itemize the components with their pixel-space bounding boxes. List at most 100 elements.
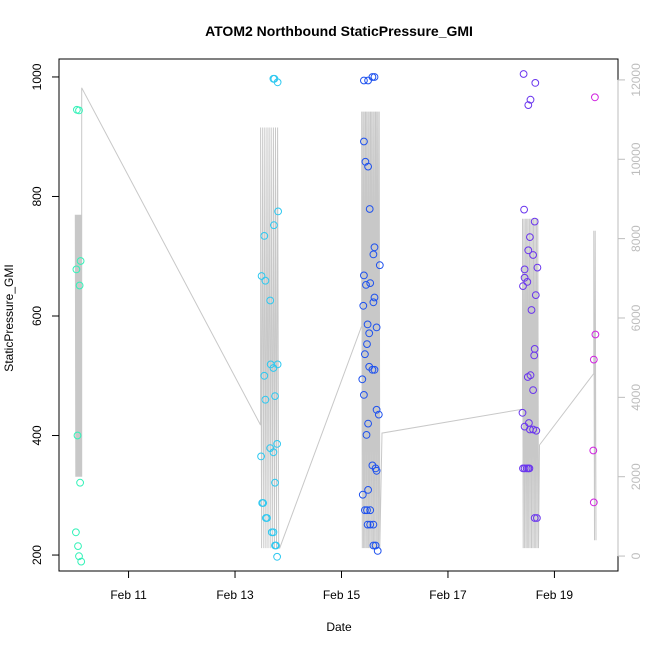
data-point [369, 298, 378, 307]
y2-tick-label: 0 [629, 552, 643, 559]
data-point [76, 478, 84, 487]
data-point [591, 330, 600, 339]
data-point [374, 410, 383, 419]
data-point [361, 506, 369, 515]
data-point [269, 528, 278, 537]
data-point [360, 271, 368, 280]
data-point [257, 452, 266, 461]
data-point [360, 137, 368, 146]
data-point [527, 306, 536, 314]
y-tick-label: 200 [30, 545, 44, 565]
data-point [74, 542, 82, 550]
data-point [77, 557, 86, 566]
x-tick-label: Feb 13 [216, 588, 254, 602]
data-point [373, 547, 382, 555]
data-point [75, 106, 83, 115]
data-point [269, 364, 278, 372]
altitude-trace-line [74, 87, 597, 549]
data-point [368, 73, 377, 81]
data-point [589, 498, 598, 507]
y-tick-label: 1000 [30, 63, 44, 90]
data-point [260, 232, 269, 240]
y2-tick-label: 6000 [629, 304, 643, 331]
data-point [270, 221, 278, 230]
data-point [359, 301, 368, 310]
data-point [529, 251, 537, 259]
data-point [533, 263, 542, 272]
data-point [520, 464, 529, 473]
data-point [364, 162, 373, 171]
x-axis-label: Date [326, 620, 352, 634]
data-point [260, 371, 269, 380]
data-point [362, 431, 371, 439]
data-points [72, 70, 600, 566]
data-point [371, 541, 380, 550]
data-point [271, 392, 279, 401]
altitude-trace [74, 87, 597, 549]
data-point [524, 101, 533, 109]
data-point [263, 514, 271, 522]
data-point [524, 246, 533, 255]
data-point [372, 323, 381, 332]
y2-tick-label: 2000 [629, 463, 643, 490]
data-point [526, 95, 535, 104]
y-tick-label: 800 [30, 186, 44, 206]
data-point [259, 499, 268, 507]
series-1 [72, 105, 86, 566]
data-point [261, 276, 270, 285]
data-point [274, 207, 283, 216]
data-point [523, 373, 532, 381]
data-point [271, 478, 279, 487]
y-tick-label: 600 [30, 306, 44, 326]
y-axis-label: StaticPressure_GMI [2, 264, 16, 371]
data-point [589, 355, 598, 364]
series-4 [518, 70, 542, 522]
data-point [257, 272, 266, 280]
series-5 [589, 93, 600, 507]
data-point [370, 293, 379, 302]
data-point [364, 419, 373, 428]
data-point [368, 365, 377, 374]
data-point [533, 514, 541, 522]
data-point [369, 250, 378, 259]
data-point [365, 329, 374, 338]
data-point [520, 265, 529, 274]
x-tick-label: Feb 17 [429, 588, 467, 602]
data-point [261, 395, 270, 404]
data-point [76, 257, 85, 265]
data-point [75, 552, 83, 561]
y2-tick-label: 12000 [629, 63, 643, 97]
data-point [530, 217, 539, 226]
data-point [272, 541, 280, 550]
series-3 [358, 73, 384, 555]
data-point [520, 205, 528, 214]
data-point [372, 466, 381, 475]
data-point [269, 448, 278, 457]
data-point [358, 490, 367, 499]
x-tick-label: Feb 19 [536, 588, 574, 602]
data-point [520, 273, 529, 282]
data-point [361, 350, 369, 359]
y2-tick-label: 8000 [629, 225, 643, 252]
y-axis-right: 0 2000 4000 6000 8000 10000 12000 [617, 63, 643, 559]
data-point [266, 296, 275, 305]
data-point [519, 282, 527, 291]
data-point [531, 79, 540, 87]
data-point [363, 506, 371, 515]
data-point [363, 340, 371, 349]
data-point [525, 464, 534, 473]
data-point [362, 281, 370, 289]
y-axis-left: 200 400 600 800 1000 [30, 63, 60, 565]
data-point [526, 233, 534, 242]
data-point [364, 76, 373, 85]
data-point [519, 70, 528, 78]
series-2 [257, 74, 283, 561]
data-point [366, 279, 375, 288]
data-point [370, 365, 379, 374]
y2-tick-label: 4000 [629, 384, 643, 411]
data-point [366, 520, 375, 529]
data-point [530, 351, 539, 360]
data-point [273, 78, 282, 87]
data-point [375, 261, 384, 270]
